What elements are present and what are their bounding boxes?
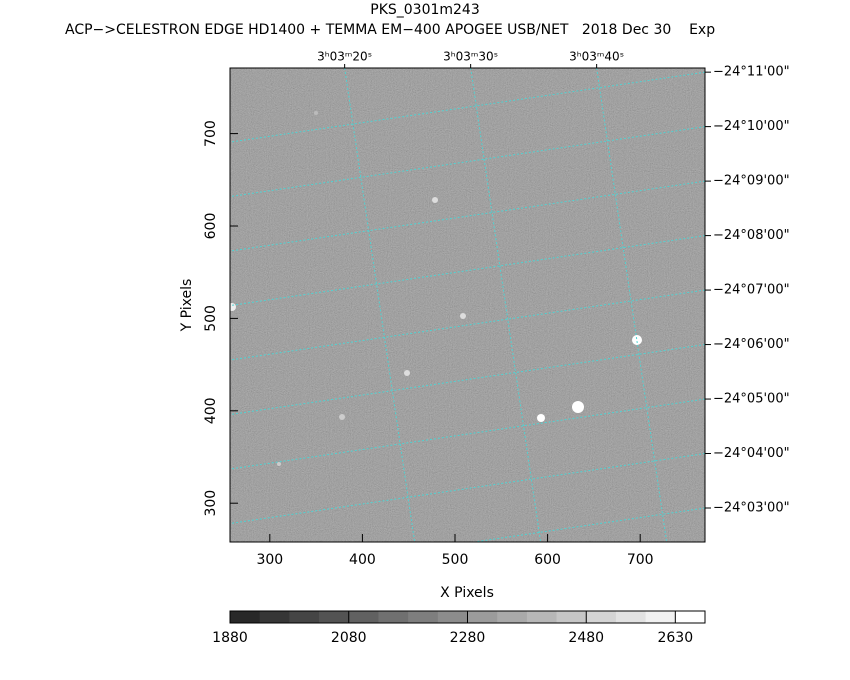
colorbar-step — [408, 611, 439, 623]
colorbar-tick-label: 1880 — [212, 630, 248, 646]
colorbar-step — [467, 611, 498, 623]
stars — [230, 111, 642, 466]
y-tick-label: 500 — [203, 305, 219, 332]
y-tick-label: 600 — [203, 213, 219, 240]
colorbar-step — [586, 611, 617, 623]
grid — [230, 68, 705, 542]
y2-tick-label: −24°05'00" — [713, 392, 790, 407]
colorbar-step — [675, 611, 706, 623]
star — [230, 303, 236, 311]
grid-line — [230, 180, 705, 252]
colorbar-step — [526, 611, 558, 623]
colorbar-tick-label: 2280 — [450, 630, 486, 646]
grid-line — [230, 398, 705, 470]
x-tick-label: 500 — [442, 552, 469, 568]
x-tick-label: 600 — [534, 552, 561, 568]
x-tick-label: 400 — [349, 552, 376, 568]
colorbar-step — [615, 611, 647, 623]
image-noise — [230, 68, 705, 542]
colorbar-step — [259, 611, 290, 623]
star — [339, 414, 345, 420]
y2-tick-label: −24°06'00" — [713, 337, 790, 352]
colorbar-step — [497, 611, 528, 623]
colorbar-step — [348, 611, 379, 623]
grid-line — [230, 71, 705, 143]
y-tick-label: 400 — [203, 397, 219, 424]
colorbar-step — [230, 611, 261, 623]
colorbar-tick-label: 2630 — [657, 630, 693, 646]
y2-tick-label: −24°11'00" — [713, 65, 790, 80]
colorbar-step — [645, 611, 676, 623]
grid-line — [230, 235, 705, 307]
x-tick-label: 700 — [627, 552, 654, 568]
colorbar-tick-label: 2080 — [331, 630, 367, 646]
grid-line — [230, 126, 705, 198]
colorbar-step — [556, 611, 587, 623]
star — [460, 313, 466, 319]
colorbar-step — [319, 611, 350, 623]
grid-line — [230, 344, 705, 416]
star — [537, 414, 545, 422]
colorbar-step — [289, 611, 320, 623]
colorbar-step — [378, 611, 409, 623]
star — [404, 370, 410, 376]
star — [632, 335, 642, 345]
colorbar-tick-label: 2480 — [568, 630, 604, 646]
x-tick-label: 300 — [256, 552, 283, 568]
y2-tick-label: −24°10'00" — [713, 119, 790, 134]
title: PKS_0301m243 — [370, 2, 480, 18]
y2-tick-label: −24°04'00" — [713, 446, 790, 461]
subtitle: ACP−>CELESTRON EDGE HD1400 + TEMMA EM−40… — [65, 22, 715, 38]
image — [230, 68, 705, 542]
x2-tick-label: 3ʰ03ᵐ20ˢ — [317, 50, 372, 64]
y-tick-label: 300 — [203, 490, 219, 517]
y2-tick-label: −24°08'00" — [713, 228, 790, 243]
y-tick-label: 700 — [203, 120, 219, 147]
colorbar-step — [437, 611, 468, 623]
star — [572, 401, 584, 413]
frame — [229, 67, 706, 543]
y-axis-label: Y Pixels — [179, 279, 195, 333]
y2-tick-label: −24°03'00" — [713, 501, 790, 516]
x2-tick-label: 3ʰ03ᵐ40ˢ — [569, 50, 624, 64]
grid-line — [230, 453, 705, 525]
y2-tick-label: −24°07'00" — [713, 283, 790, 298]
grid-line — [230, 289, 705, 361]
star — [432, 197, 438, 203]
x2-tick-label: 3ʰ03ᵐ30ˢ — [443, 50, 498, 64]
x-axis-label: X Pixels — [440, 585, 494, 601]
star — [277, 462, 281, 466]
star — [314, 111, 318, 115]
grid-line — [470, 507, 705, 542]
y2-tick-label: −24°09'00" — [713, 174, 790, 189]
